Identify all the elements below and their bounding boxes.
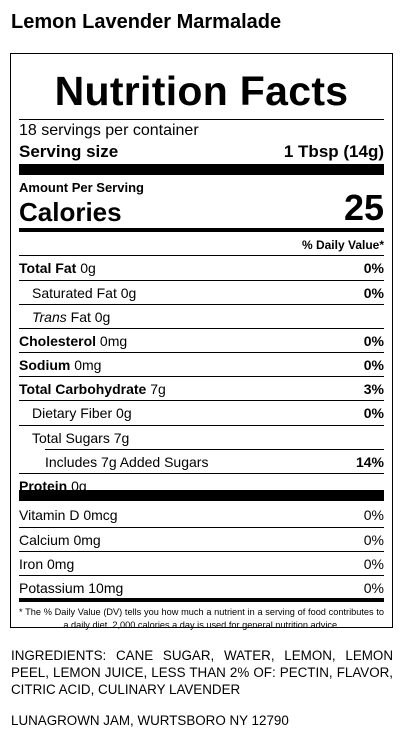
nutrient-dv: 0% bbox=[363, 580, 384, 596]
micronutrient-row-iron: Iron 0mg 0% bbox=[19, 552, 384, 576]
protein-divider bbox=[19, 490, 384, 501]
nutrient-name: Iron 0mg bbox=[19, 556, 75, 572]
nutrient-name: Potassium 10mg bbox=[19, 580, 124, 596]
nutrient-name: Saturated Fat 0g bbox=[32, 285, 137, 301]
manufacturer-address: LUNAGROWN JAM, WURTSBORO NY 12790 bbox=[11, 713, 289, 728]
nutrient-dv: 0% bbox=[363, 285, 384, 301]
micronutrient-row-vitamin-d: Vitamin D 0mcg 0% bbox=[19, 503, 384, 527]
nutrient-row-saturated-fat: Saturated Fat 0g 0% bbox=[19, 281, 384, 305]
calories-value: 25 bbox=[343, 187, 384, 228]
divider bbox=[19, 527, 384, 528]
nutrient-row-sodium: Sodium 0mg 0% bbox=[19, 353, 384, 377]
nutrient-name: Total Fat 0g bbox=[19, 260, 96, 276]
divider bbox=[19, 352, 384, 353]
nutrient-name: Total Sugars 7g bbox=[32, 430, 130, 446]
micronutrient-row-potassium: Potassium 10mg 0% bbox=[19, 576, 384, 600]
nutrient-dv: 14% bbox=[355, 454, 384, 470]
micronutrient-row-calcium: Calcium 0mg 0% bbox=[19, 528, 384, 552]
nutrition-facts-panel: Nutrition Facts 18 servings per containe… bbox=[10, 53, 393, 630]
nutrition-facts-title: Nutrition Facts bbox=[54, 68, 349, 114]
divider bbox=[19, 304, 384, 305]
divider bbox=[19, 400, 384, 401]
title-divider bbox=[19, 119, 384, 120]
divider bbox=[19, 575, 384, 576]
nutrition-facts-content: Nutrition Facts 18 servings per containe… bbox=[19, 54, 384, 630]
nutrient-name: Sodium 0mg bbox=[19, 357, 102, 373]
serving-divider bbox=[19, 164, 384, 175]
serving-size-label: Serving size bbox=[19, 142, 119, 161]
divider-added-sugars bbox=[45, 449, 384, 450]
daily-value-footnote: * The % Daily Value (DV) tells you how m… bbox=[19, 607, 384, 630]
product-name: Lemon Lavender Marmalade bbox=[11, 11, 282, 33]
nutrient-name: Trans Fat 0g bbox=[32, 309, 111, 325]
serving-size-value: 1 Tbsp (14g) bbox=[283, 142, 384, 161]
nutrient-name: Cholesterol 0mg bbox=[19, 333, 128, 349]
nutrient-row-total-fat: Total Fat 0g 0% bbox=[19, 256, 384, 280]
nutrient-name: Dietary Fiber 0g bbox=[32, 405, 132, 421]
ingredients-list: INGREDIENTS: CANE SUGAR, WATER, LEMON, L… bbox=[11, 648, 393, 697]
divider bbox=[19, 425, 384, 426]
nutrient-row-trans-fat: Trans Fat 0g bbox=[19, 305, 384, 329]
nutrient-dv: 0% bbox=[363, 260, 384, 276]
calories-divider bbox=[19, 228, 384, 232]
nutrient-dv: 0% bbox=[363, 507, 384, 523]
nutrient-name: Includes 7g Added Sugars bbox=[45, 454, 209, 470]
nutrient-dv: 3% bbox=[363, 381, 384, 397]
nutrient-name: Total Carbohydrate 7g bbox=[19, 381, 166, 397]
nutrient-dv: 0% bbox=[363, 333, 384, 349]
nutrient-row-total-sugars: Total Sugars 7g bbox=[19, 426, 384, 450]
nutrient-dv: 0% bbox=[363, 405, 384, 421]
divider bbox=[19, 328, 384, 329]
divider bbox=[19, 376, 384, 377]
nutrient-name: Vitamin D 0mcg bbox=[19, 507, 118, 523]
daily-value-header: % Daily Value* bbox=[301, 238, 384, 252]
nutrient-dv: 0% bbox=[363, 532, 384, 548]
nutrient-dv: 0% bbox=[363, 357, 384, 373]
nutrient-row-added-sugars: Includes 7g Added Sugars 14% bbox=[19, 450, 384, 474]
divider bbox=[19, 551, 384, 552]
amount-per-serving: Amount Per Serving bbox=[19, 180, 144, 195]
servings-per-container: 18 servings per container bbox=[19, 122, 199, 139]
divider bbox=[19, 280, 384, 281]
divider bbox=[19, 473, 384, 474]
nutrient-row-cholesterol: Cholesterol 0mg 0% bbox=[19, 329, 384, 353]
nutrient-name: Calcium 0mg bbox=[19, 532, 101, 548]
calories-label: Calories bbox=[19, 197, 122, 227]
nutrient-dv: 0% bbox=[363, 556, 384, 572]
footnote-divider bbox=[19, 598, 384, 602]
nutrient-row-total-carbohydrate: Total Carbohydrate 7g 3% bbox=[19, 377, 384, 401]
nutrient-row-dietary-fiber: Dietary Fiber 0g 0% bbox=[19, 401, 384, 425]
divider-dv-header bbox=[19, 255, 384, 256]
